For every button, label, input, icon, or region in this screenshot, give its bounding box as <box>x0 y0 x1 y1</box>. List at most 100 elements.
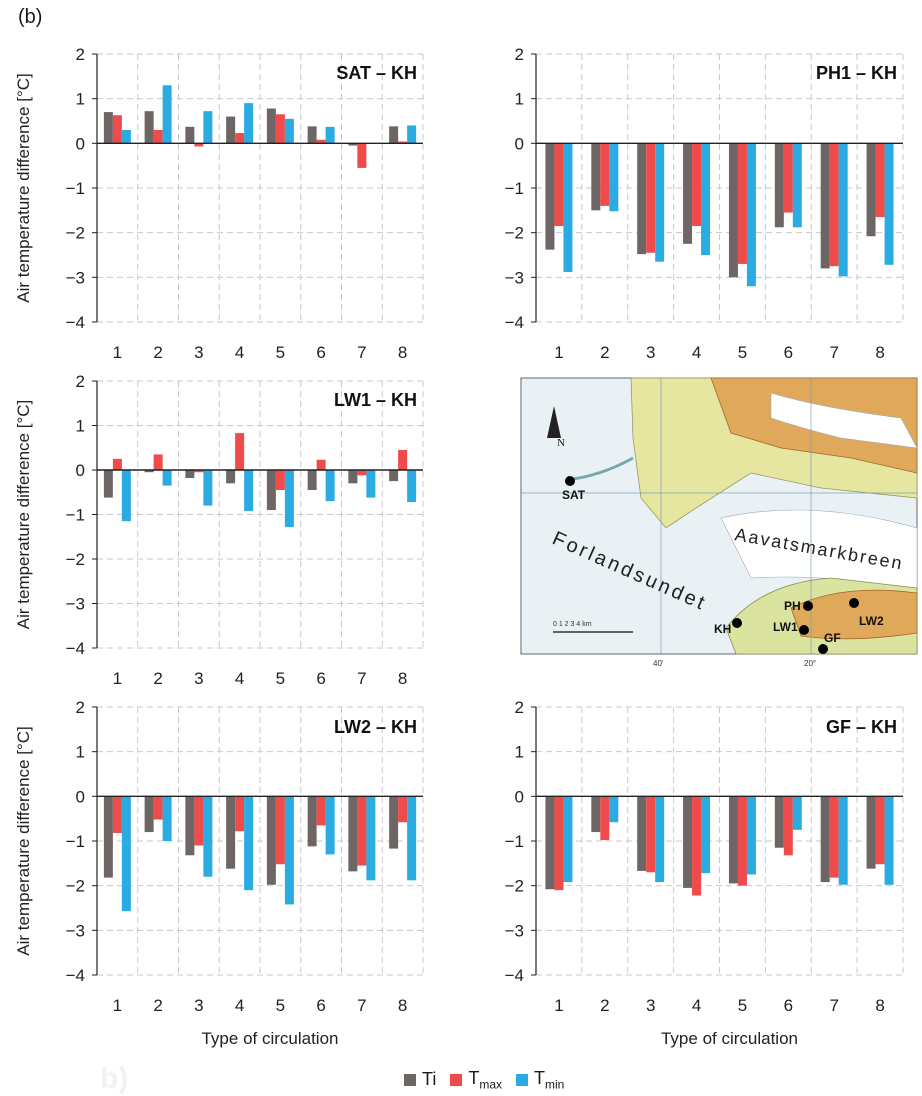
bar-tmin-cat-1 <box>121 129 131 144</box>
station-label-gf: GF <box>824 631 841 645</box>
map-mountains-south <box>790 589 918 640</box>
y-tick-label: 0 <box>76 461 85 480</box>
x-tick-label: 8 <box>875 343 884 362</box>
station-marker-kh <box>732 618 742 628</box>
x-tick-label: 3 <box>646 343 655 362</box>
bar-tmax-cat-2 <box>153 796 163 820</box>
x-tick-label: 5 <box>276 669 285 688</box>
y-tick-label: 0 <box>515 134 524 153</box>
station-label-lw1: LW1 <box>773 620 798 634</box>
bar-tmax-cat-6 <box>316 796 326 826</box>
bar-tmax-cat-6 <box>316 139 326 144</box>
bar-tmin-cat-7 <box>838 143 848 277</box>
y-tick-label: −4 <box>66 639 85 658</box>
bar-tmax-cat-5 <box>737 143 747 264</box>
y-tick-label: −2 <box>66 550 85 569</box>
bar-tmin-cat-6 <box>325 126 335 144</box>
bar-tmin-cat-6 <box>792 796 802 830</box>
x-tick-label: 1 <box>554 996 563 1015</box>
legend-swatch-tmin <box>516 1073 528 1086</box>
bar-tmin-cat-6 <box>792 143 802 228</box>
y-tick-label: 1 <box>515 743 524 762</box>
x-tick-label: 4 <box>692 996 701 1015</box>
x-tick-label: 4 <box>235 343 244 362</box>
bar-tmin-cat-8 <box>407 125 417 144</box>
bar-ti-cat-7 <box>348 470 358 484</box>
x-tick-label: 2 <box>153 996 162 1015</box>
chart-title: GF – KH <box>826 717 897 737</box>
y-tick-label: −2 <box>66 224 85 243</box>
y-tick-label: 1 <box>76 417 85 436</box>
bar-tmax-cat-6 <box>783 143 793 213</box>
bar-tmax-cat-2 <box>153 454 163 470</box>
y-axis-label: Air temperature difference [°C] <box>14 400 33 629</box>
bar-ti-cat-8 <box>389 126 399 144</box>
bar-ti-cat-5 <box>266 796 276 885</box>
x-tick-label: 3 <box>194 669 203 688</box>
map-glacier-north <box>770 392 918 449</box>
bar-tmax-cat-2 <box>600 796 610 841</box>
bar-tmax-cat-4 <box>692 143 702 226</box>
bar-tmax-cat-8 <box>398 141 408 144</box>
x-tick-label: 2 <box>600 996 609 1015</box>
x-tick-label: 1 <box>554 343 563 362</box>
bar-tmin-cat-4 <box>244 796 254 891</box>
north-label: N <box>557 437 565 449</box>
bar-tmax-cat-3 <box>646 796 656 873</box>
y-tick-label: 0 <box>76 134 85 153</box>
x-axis-label: Type of circulation <box>661 1029 798 1048</box>
station-marker-ph <box>803 601 813 611</box>
bar-ti-cat-2 <box>144 111 154 144</box>
bar-ti-cat-2 <box>591 796 601 833</box>
bar-tmin-cat-5 <box>746 796 756 875</box>
station-label-kh: KH <box>714 622 731 636</box>
x-tick-label: 1 <box>113 996 122 1015</box>
bar-tmin-cat-5 <box>284 470 294 527</box>
bar-ti-cat-8 <box>866 796 876 869</box>
map-lon-label: 20° <box>804 659 816 668</box>
bar-ti-cat-3 <box>185 470 195 479</box>
bar-tmax-cat-7 <box>357 470 367 476</box>
bar-ti-cat-7 <box>820 143 830 269</box>
bar-tmax-cat-2 <box>600 143 610 206</box>
bar-tmin-cat-5 <box>284 118 294 144</box>
bar-tmax-cat-8 <box>398 796 408 823</box>
bar-tmin-cat-4 <box>244 470 254 511</box>
y-tick-label: 1 <box>76 743 85 762</box>
x-tick-label: 6 <box>316 343 325 362</box>
x-tick-label: 6 <box>784 343 793 362</box>
bar-tmin-cat-1 <box>563 796 573 883</box>
y-tick-label: −2 <box>66 877 85 896</box>
map-glacier-aavatsmark <box>720 509 918 594</box>
y-tick-label: 2 <box>76 372 85 391</box>
y-tick-label: −4 <box>505 966 524 985</box>
bar-ti-cat-5 <box>728 796 738 884</box>
y-tick-label: −3 <box>505 268 524 287</box>
bar-tmax-cat-7 <box>829 143 839 267</box>
bar-tmin-cat-8 <box>884 796 894 885</box>
y-tick-label: −4 <box>66 966 85 985</box>
x-tick-label: 1 <box>113 669 122 688</box>
bar-ti-cat-8 <box>866 143 876 237</box>
bar-tmin-cat-3 <box>203 796 213 877</box>
bar-tmin-cat-5 <box>284 796 294 905</box>
bar-tmax-cat-1 <box>112 458 122 470</box>
bar-ti-cat-2 <box>144 796 154 833</box>
bar-tmin-cat-2 <box>609 143 619 212</box>
station-marker-gf <box>818 644 828 654</box>
bar-tmin-cat-1 <box>121 470 131 522</box>
bar-tmax-cat-4 <box>235 796 245 832</box>
bar-ti-cat-5 <box>266 470 276 511</box>
legend-swatch-ti <box>404 1073 416 1086</box>
chart-title: LW1 – KH <box>334 390 417 410</box>
bar-ti-cat-8 <box>389 470 399 482</box>
bar-ti-cat-5 <box>728 143 738 278</box>
x-tick-label: 8 <box>398 669 407 688</box>
x-tick-label: 8 <box>398 996 407 1015</box>
bar-tmax-cat-4 <box>235 133 245 144</box>
x-tick-label: 3 <box>194 343 203 362</box>
bar-tmin-cat-5 <box>746 143 756 287</box>
bar-tmin-cat-4 <box>701 796 711 874</box>
